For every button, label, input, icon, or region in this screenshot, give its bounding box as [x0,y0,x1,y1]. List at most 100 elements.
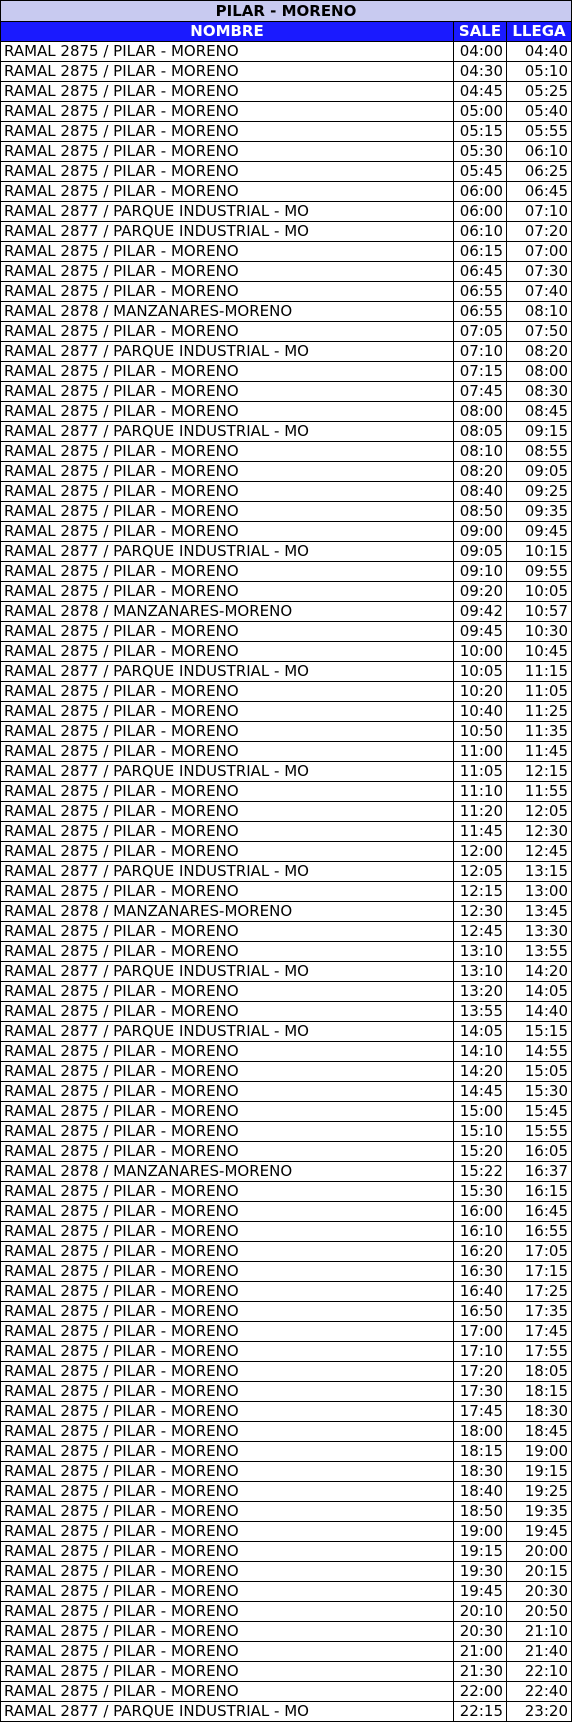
arrival-time-cell: 11:45 [506,741,572,762]
table-row: RAMAL 2878 / MANZANARES-MORENO 12:30 13:45 [0,901,572,922]
departure-time-cell: 05:30 [453,141,507,162]
route-name-cell: RAMAL 2875 / PILAR - MORENO [0,801,454,822]
route-name-cell: RAMAL 2875 / PILAR - MORENO [0,1241,454,1262]
departure-time-cell: 20:10 [453,1601,507,1622]
table-row: RAMAL 2875 / PILAR - MORENO 18:00 18:45 [0,1421,572,1442]
route-name-cell: RAMAL 2875 / PILAR - MORENO [0,1261,454,1282]
table-row: RAMAL 2875 / PILAR - MORENO 14:20 15:05 [0,1061,572,1082]
departure-time-cell: 07:05 [453,321,507,342]
route-name-cell: RAMAL 2875 / PILAR - MORENO [0,1461,454,1482]
arrival-time-cell: 14:05 [506,981,572,1002]
table-row: RAMAL 2877 / PARQUE INDUSTRIAL - MO 07:10… [0,341,572,362]
route-name-cell: RAMAL 2875 / PILAR - MORENO [0,1541,454,1562]
route-name-cell: RAMAL 2875 / PILAR - MORENO [0,1201,454,1222]
route-name-cell: RAMAL 2878 / MANZANARES-MORENO [0,1161,454,1182]
arrival-time-cell: 12:30 [506,821,572,842]
arrival-time-cell: 09:05 [506,461,572,482]
route-name-cell: RAMAL 2875 / PILAR - MORENO [0,981,454,1002]
table-row: RAMAL 2875 / PILAR - MORENO 16:10 16:55 [0,1221,572,1242]
table-row: RAMAL 2875 / PILAR - MORENO 09:20 10:05 [0,581,572,602]
table-row: RAMAL 2875 / PILAR - MORENO 20:10 20:50 [0,1601,572,1622]
route-name-cell: RAMAL 2875 / PILAR - MORENO [0,241,454,262]
arrival-time-cell: 22:40 [506,1681,572,1702]
arrival-time-cell: 18:15 [506,1381,572,1402]
table-row: RAMAL 2875 / PILAR - MORENO 06:45 07:30 [0,261,572,282]
departure-time-cell: 04:00 [453,41,507,62]
route-name-cell: RAMAL 2875 / PILAR - MORENO [0,921,454,942]
route-name-cell: RAMAL 2875 / PILAR - MORENO [0,1681,454,1702]
route-name-cell: RAMAL 2875 / PILAR - MORENO [0,721,454,742]
departure-time-cell: 14:45 [453,1081,507,1102]
departure-time-cell: 18:15 [453,1441,507,1462]
route-name-cell: RAMAL 2875 / PILAR - MORENO [0,781,454,802]
departure-time-cell: 11:45 [453,821,507,842]
departure-time-cell: 22:15 [453,1701,507,1722]
route-name-cell: RAMAL 2877 / PARQUE INDUSTRIAL - MO [0,341,454,362]
route-name-cell: RAMAL 2878 / MANZANARES-MORENO [0,901,454,922]
departure-time-cell: 12:30 [453,901,507,922]
table-row: RAMAL 2875 / PILAR - MORENO 07:45 08:30 [0,381,572,402]
arrival-time-cell: 16:15 [506,1181,572,1202]
arrival-time-cell: 07:20 [506,221,572,242]
table-title: PILAR - MORENO [0,0,572,22]
route-name-cell: RAMAL 2877 / PARQUE INDUSTRIAL - MO [0,661,454,682]
arrival-time-cell: 13:00 [506,881,572,902]
departure-time-cell: 05:45 [453,161,507,182]
table-row: RAMAL 2875 / PILAR - MORENO 16:30 17:15 [0,1261,572,1282]
departure-time-cell: 10:00 [453,641,507,662]
departure-time-cell: 15:20 [453,1141,507,1162]
arrival-time-cell: 20:00 [506,1541,572,1562]
table-row: RAMAL 2875 / PILAR - MORENO 15:10 15:55 [0,1121,572,1142]
departure-time-cell: 17:10 [453,1341,507,1362]
column-header-sale: SALE [453,21,507,42]
arrival-time-cell: 08:20 [506,341,572,362]
arrival-time-cell: 10:05 [506,581,572,602]
table-row: RAMAL 2875 / PILAR - MORENO 19:30 20:15 [0,1561,572,1582]
departure-time-cell: 11:00 [453,741,507,762]
arrival-time-cell: 09:45 [506,521,572,542]
arrival-time-cell: 08:00 [506,361,572,382]
column-header-nombre: NOMBRE [0,21,454,42]
route-name-cell: RAMAL 2875 / PILAR - MORENO [0,441,454,462]
arrival-time-cell: 07:00 [506,241,572,262]
table-row: RAMAL 2875 / PILAR - MORENO 09:10 09:55 [0,561,572,582]
title-row: PILAR - MORENO [0,0,572,22]
departure-time-cell: 13:10 [453,961,507,982]
table-row: RAMAL 2875 / PILAR - MORENO 18:40 19:25 [0,1481,572,1502]
arrival-time-cell: 05:55 [506,121,572,142]
arrival-time-cell: 13:45 [506,901,572,922]
arrival-time-cell: 17:45 [506,1321,572,1342]
table-row: RAMAL 2875 / PILAR - MORENO 16:40 17:25 [0,1281,572,1302]
route-name-cell: RAMAL 2875 / PILAR - MORENO [0,1581,454,1602]
route-name-cell: RAMAL 2875 / PILAR - MORENO [0,581,454,602]
departure-time-cell: 04:30 [453,61,507,82]
table-row: RAMAL 2875 / PILAR - MORENO 16:00 16:45 [0,1201,572,1222]
route-name-cell: RAMAL 2875 / PILAR - MORENO [0,1281,454,1302]
departure-time-cell: 16:00 [453,1201,507,1222]
arrival-time-cell: 08:30 [506,381,572,402]
departure-time-cell: 17:20 [453,1361,507,1382]
route-name-cell: RAMAL 2875 / PILAR - MORENO [0,1041,454,1062]
table-row: RAMAL 2875 / PILAR - MORENO 08:00 08:45 [0,401,572,422]
arrival-time-cell: 11:35 [506,721,572,742]
table-row: RAMAL 2878 / MANZANARES-MORENO 06:55 08:10 [0,301,572,322]
departure-time-cell: 15:00 [453,1101,507,1122]
arrival-time-cell: 17:35 [506,1301,572,1322]
departure-time-cell: 06:55 [453,301,507,322]
route-name-cell: RAMAL 2875 / PILAR - MORENO [0,381,454,402]
departure-time-cell: 16:30 [453,1261,507,1282]
arrival-time-cell: 10:30 [506,621,572,642]
departure-time-cell: 18:50 [453,1501,507,1522]
departure-time-cell: 10:50 [453,721,507,742]
arrival-time-cell: 16:55 [506,1221,572,1242]
arrival-time-cell: 15:30 [506,1081,572,1102]
departure-time-cell: 08:00 [453,401,507,422]
table-row: RAMAL 2875 / PILAR - MORENO 14:45 15:30 [0,1081,572,1102]
table-row: RAMAL 2877 / PARQUE INDUSTRIAL - MO 14:05… [0,1021,572,1042]
departure-time-cell: 04:45 [453,81,507,102]
arrival-time-cell: 17:05 [506,1241,572,1262]
route-name-cell: RAMAL 2875 / PILAR - MORENO [0,1181,454,1202]
arrival-time-cell: 21:40 [506,1641,572,1662]
route-name-cell: RAMAL 2875 / PILAR - MORENO [0,1381,454,1402]
departure-time-cell: 08:40 [453,481,507,502]
